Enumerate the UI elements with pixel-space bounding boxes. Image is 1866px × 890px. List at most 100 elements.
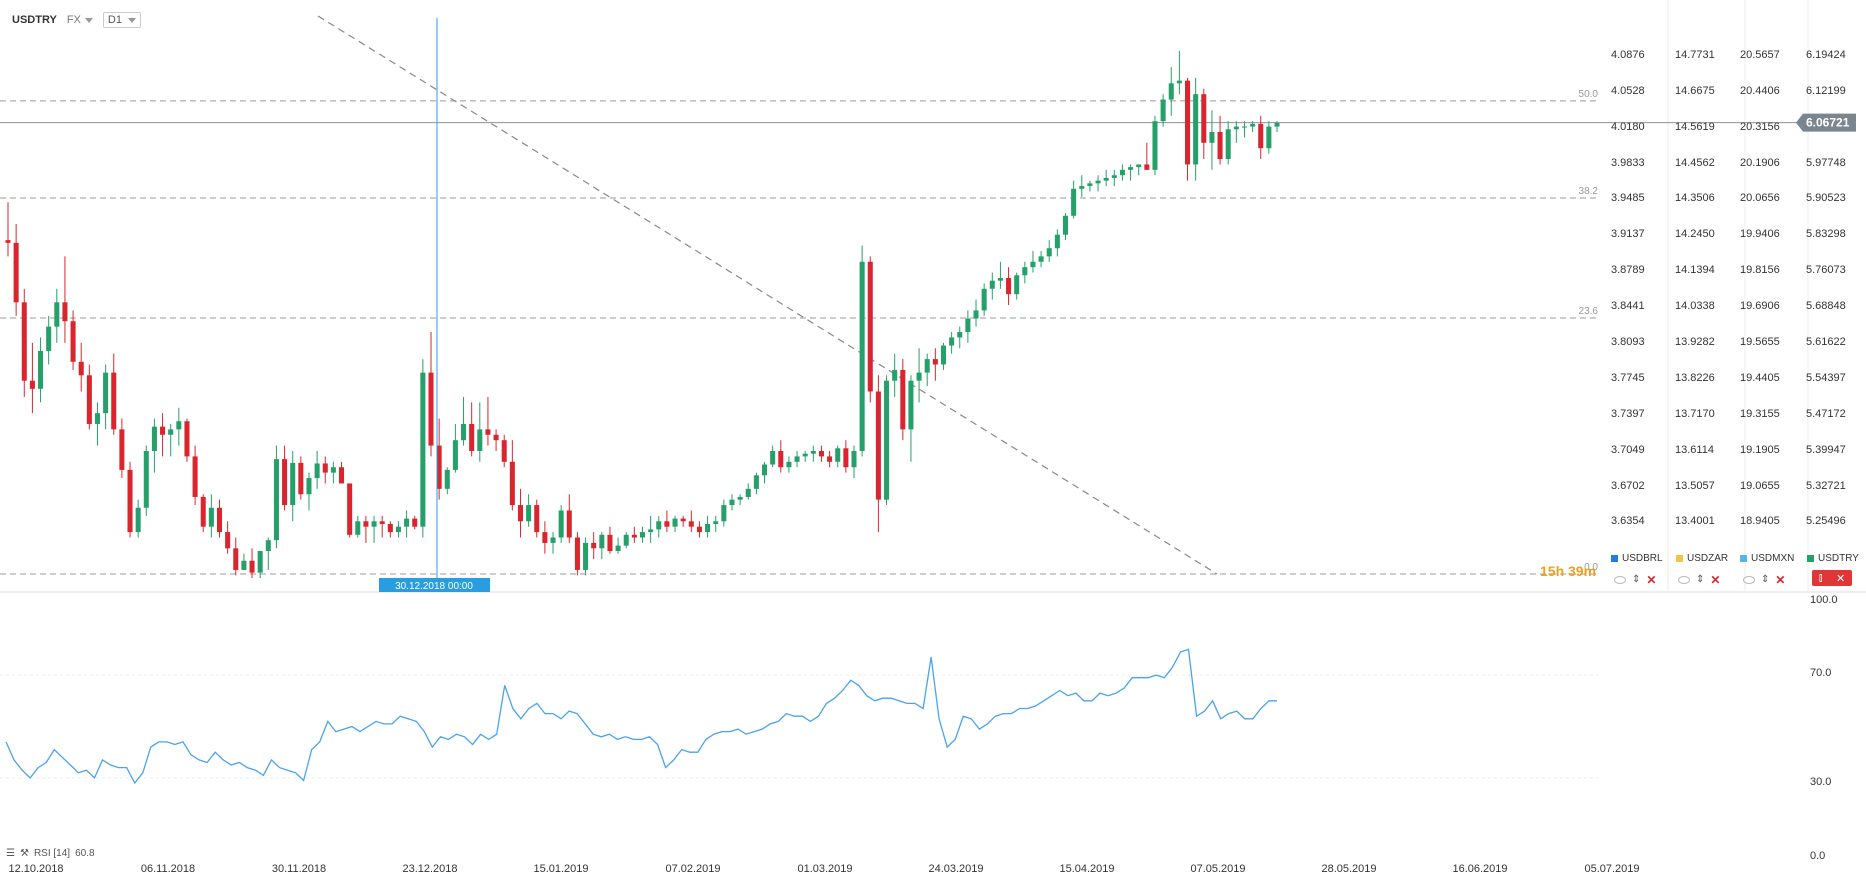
candle[interactable]: [680, 515, 686, 527]
candle[interactable]: [851, 445, 857, 479]
candle[interactable]: [216, 499, 223, 538]
close-icon[interactable]: ✕: [1775, 573, 1786, 587]
candle[interactable]: [1071, 180, 1077, 219]
candle[interactable]: [395, 521, 401, 538]
candle[interactable]: [949, 332, 955, 354]
candle[interactable]: [1128, 164, 1134, 181]
candle[interactable]: [981, 283, 987, 316]
candle[interactable]: [1079, 175, 1085, 197]
candle[interactable]: [794, 450, 800, 468]
candle[interactable]: [111, 353, 117, 435]
candle[interactable]: [835, 445, 841, 468]
candle[interactable]: [1030, 250, 1036, 273]
symbol-label[interactable]: USDTRY: [12, 14, 57, 26]
candle[interactable]: [46, 315, 52, 365]
candle[interactable]: [314, 450, 320, 489]
candle[interactable]: [379, 515, 385, 538]
candle[interactable]: [241, 553, 247, 570]
candle[interactable]: [566, 494, 572, 543]
candle[interactable]: [461, 396, 467, 446]
candle[interactable]: [1176, 50, 1182, 95]
candle[interactable]: [989, 272, 995, 300]
candle[interactable]: [713, 515, 719, 533]
candle[interactable]: [1201, 88, 1207, 160]
candle[interactable]: [1022, 261, 1028, 284]
candle[interactable]: [639, 526, 646, 543]
candle[interactable]: [875, 375, 881, 533]
candle[interactable]: [957, 326, 963, 349]
candle[interactable]: [428, 332, 434, 457]
candle[interactable]: [1152, 115, 1158, 176]
candle[interactable]: [753, 472, 759, 495]
candle[interactable]: [583, 537, 589, 576]
candle[interactable]: [282, 445, 288, 511]
candle[interactable]: [436, 418, 442, 500]
candle[interactable]: [233, 537, 239, 576]
candle[interactable]: [656, 515, 662, 538]
candle[interactable]: [1168, 67, 1174, 116]
candle[interactable]: [843, 440, 849, 473]
candle[interactable]: [1225, 121, 1231, 165]
close-icon[interactable]: ✕: [1710, 573, 1721, 587]
candle[interactable]: [884, 375, 890, 506]
candle[interactable]: [607, 526, 613, 554]
close-icon[interactable]: ✕: [1835, 572, 1846, 585]
candle[interactable]: [62, 256, 68, 343]
candle[interactable]: [21, 288, 27, 397]
candle[interactable]: [859, 245, 865, 457]
candle[interactable]: [273, 445, 279, 549]
candle[interactable]: [257, 551, 263, 579]
candle[interactable]: [192, 445, 198, 506]
candle[interactable]: [965, 310, 971, 343]
series-controls-usdtry[interactable]: ⫾ ✕: [1812, 570, 1852, 586]
candle[interactable]: [355, 515, 361, 538]
candle[interactable]: [526, 494, 532, 527]
candle[interactable]: [1038, 250, 1044, 268]
candle[interactable]: [1160, 94, 1166, 127]
candle[interactable]: [1119, 164, 1125, 181]
candle[interactable]: [306, 472, 312, 511]
candle[interactable]: [631, 526, 637, 543]
candle[interactable]: [558, 505, 564, 543]
candle[interactable]: [338, 461, 345, 484]
candle[interactable]: [932, 348, 938, 381]
candle[interactable]: [493, 429, 499, 451]
candle[interactable]: [94, 402, 101, 446]
candle[interactable]: [924, 353, 930, 387]
candle[interactable]: [151, 418, 157, 473]
candle[interactable]: [827, 450, 833, 468]
candle[interactable]: [1095, 175, 1101, 192]
candle[interactable]: [810, 445, 816, 462]
candle[interactable]: [13, 223, 19, 316]
reorder-icon[interactable]: ⇕: [1632, 574, 1641, 585]
candle[interactable]: [1103, 169, 1109, 187]
candle[interactable]: [737, 494, 743, 506]
candle[interactable]: [615, 537, 621, 554]
close-icon[interactable]: ✕: [1646, 573, 1657, 587]
candle[interactable]: [1046, 240, 1052, 262]
candle[interactable]: [127, 461, 133, 538]
candle[interactable]: [200, 494, 206, 533]
eye-icon[interactable]: [1743, 576, 1755, 584]
eye-icon[interactable]: [1678, 576, 1690, 584]
candle[interactable]: [1209, 110, 1215, 170]
timeframe-dropdown[interactable]: D1: [102, 12, 141, 28]
candle[interactable]: [290, 450, 296, 522]
candle[interactable]: [322, 456, 328, 484]
candle[interactable]: [208, 494, 214, 538]
candle[interactable]: [330, 461, 336, 484]
candle[interactable]: [591, 532, 597, 560]
candle[interactable]: [469, 402, 475, 457]
candle[interactable]: [501, 434, 507, 468]
candle[interactable]: [623, 532, 629, 549]
candle[interactable]: [363, 515, 369, 543]
candle[interactable]: [249, 548, 255, 579]
candle[interactable]: [38, 337, 44, 403]
candle[interactable]: [1266, 121, 1272, 154]
candle[interactable]: [1006, 267, 1012, 306]
candle[interactable]: [818, 445, 824, 462]
candle[interactable]: [477, 402, 483, 462]
trend-line[interactable]: [317, 15, 1218, 575]
candle[interactable]: [1144, 142, 1150, 170]
